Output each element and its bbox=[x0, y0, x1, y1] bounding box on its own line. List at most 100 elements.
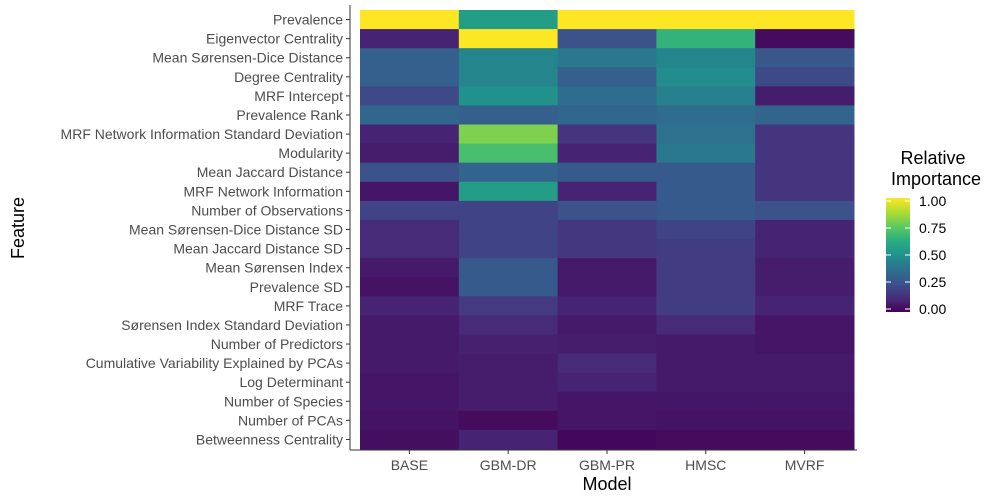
heatmap-cell bbox=[656, 334, 756, 355]
heatmap-cell bbox=[557, 162, 657, 183]
y-tick-label: Prevalence Rank bbox=[236, 107, 344, 123]
heatmap-cell bbox=[360, 258, 460, 278]
heatmap-cell bbox=[360, 315, 460, 335]
heatmap-cell bbox=[458, 372, 559, 393]
heatmap-cell bbox=[458, 48, 559, 68]
heatmap-cell bbox=[656, 296, 756, 316]
y-tick-label: Mean Sørensen-Dice Distance bbox=[152, 50, 343, 66]
heatmap-cell bbox=[360, 86, 460, 106]
heatmap-cell bbox=[755, 315, 855, 335]
heatmap-cell bbox=[755, 29, 855, 49]
y-axis-title: Feature bbox=[8, 197, 28, 259]
heatmap-cell bbox=[656, 372, 756, 393]
heatmap-cell bbox=[557, 296, 657, 316]
y-tick-label: Number of Observations bbox=[191, 202, 343, 218]
heatmap-cell bbox=[656, 315, 756, 335]
heatmap-cell bbox=[656, 258, 756, 278]
legend: Relative Importance 1.00 0.75 0.50 0.25 0.00 bbox=[886, 148, 981, 317]
heatmap-cell bbox=[656, 162, 756, 183]
heatmap-cell bbox=[557, 200, 657, 221]
heatmap-cell bbox=[755, 67, 855, 87]
x-tick-label: GBM-PR bbox=[579, 457, 635, 473]
heatmap-cell bbox=[656, 410, 756, 431]
legend-tick-label: 1.00 bbox=[919, 193, 946, 209]
heatmap-cell bbox=[360, 296, 460, 316]
heatmap-cell bbox=[458, 162, 559, 183]
heatmap-cell bbox=[458, 277, 559, 297]
heatmap-cell bbox=[360, 10, 460, 30]
heatmap-cell bbox=[458, 239, 559, 259]
y-tick-label: Prevalence bbox=[273, 12, 343, 28]
heatmap-cell bbox=[360, 429, 460, 450]
heatmap-cell bbox=[557, 277, 657, 297]
heatmap-cell bbox=[656, 429, 756, 450]
heatmap-cell bbox=[557, 219, 657, 240]
heatmap-cell bbox=[656, 86, 756, 106]
heatmap-cell bbox=[360, 67, 460, 87]
heatmap-cell bbox=[360, 277, 460, 297]
heatmap-cell bbox=[360, 124, 460, 145]
legend-title-line-1: Relative bbox=[900, 148, 965, 168]
y-tick-label: Number of PCAs bbox=[238, 412, 343, 428]
heatmap-cell bbox=[656, 200, 756, 221]
heatmap-cell bbox=[458, 124, 559, 145]
heatmap-cell bbox=[755, 410, 855, 431]
legend-tick-label: 0.00 bbox=[919, 301, 946, 317]
heatmap-cell bbox=[458, 391, 559, 412]
heatmap-cell bbox=[557, 372, 657, 393]
heatmap-cell bbox=[557, 391, 657, 412]
heatmap-cell bbox=[656, 29, 756, 49]
heatmap-cell bbox=[458, 315, 559, 335]
heatmap-cell bbox=[458, 334, 559, 355]
x-tick-label: GBM-DR bbox=[480, 457, 537, 473]
x-tick-label: MVRF bbox=[785, 457, 825, 473]
heatmap-cell bbox=[755, 239, 855, 259]
heatmap-cell bbox=[557, 410, 657, 431]
heatmap-cell bbox=[458, 105, 559, 126]
heatmap-cell bbox=[557, 143, 657, 164]
x-tick-label: HMSC bbox=[685, 457, 726, 473]
heatmap-cell bbox=[557, 315, 657, 335]
heatmap-cell bbox=[557, 29, 657, 49]
heatmap-cell bbox=[755, 258, 855, 278]
legend-ticks: 1.00 0.75 0.50 0.25 0.00 bbox=[886, 193, 946, 317]
heatmap-cell bbox=[755, 181, 855, 202]
heatmap-cell bbox=[755, 10, 855, 30]
y-tick-label: Log Determinant bbox=[239, 374, 343, 390]
heatmap-cell bbox=[458, 410, 559, 431]
heatmap-cell bbox=[360, 48, 460, 68]
legend-tick-label: 0.50 bbox=[919, 247, 946, 263]
x-tick-label: BASE bbox=[391, 457, 428, 473]
heatmap-cell bbox=[458, 219, 559, 240]
heatmap-cell bbox=[557, 105, 657, 126]
heatmap-cell bbox=[656, 277, 756, 297]
heatmap-cell bbox=[557, 181, 657, 202]
y-tick-label: Mean Sørensen-Dice Distance SD bbox=[129, 222, 343, 238]
heatmap-cell bbox=[557, 48, 657, 68]
heatmap-cell bbox=[360, 162, 460, 183]
heatmap-cell bbox=[656, 391, 756, 412]
heatmap-cell bbox=[656, 67, 756, 87]
heatmap-cell bbox=[557, 353, 657, 374]
heatmap-cell bbox=[656, 239, 756, 259]
y-tick-label: Number of Species bbox=[224, 393, 343, 409]
heatmap-cell bbox=[360, 105, 460, 126]
y-tick-label: Eigenvector Centrality bbox=[206, 31, 343, 47]
y-tick-label: MRF Trace bbox=[274, 298, 343, 314]
y-tick-label: Sørensen Index Standard Deviation bbox=[121, 317, 343, 333]
heatmap-cell bbox=[755, 143, 855, 164]
heatmap-cell bbox=[458, 67, 559, 87]
heatmap-cell bbox=[755, 219, 855, 240]
heatmap-cell bbox=[755, 124, 855, 145]
heatmap-cell bbox=[360, 391, 460, 412]
heatmap-cell bbox=[755, 296, 855, 316]
heatmap-cell bbox=[755, 334, 855, 355]
heatmap-cell bbox=[458, 296, 559, 316]
heatmap-cell bbox=[755, 162, 855, 183]
heatmap-cell bbox=[755, 200, 855, 221]
heatmap-cells bbox=[360, 10, 855, 450]
y-tick-label: MRF Network Information Standard Deviati… bbox=[61, 126, 343, 142]
legend-tick-label: 0.25 bbox=[919, 274, 946, 290]
heatmap-cell bbox=[360, 353, 460, 374]
